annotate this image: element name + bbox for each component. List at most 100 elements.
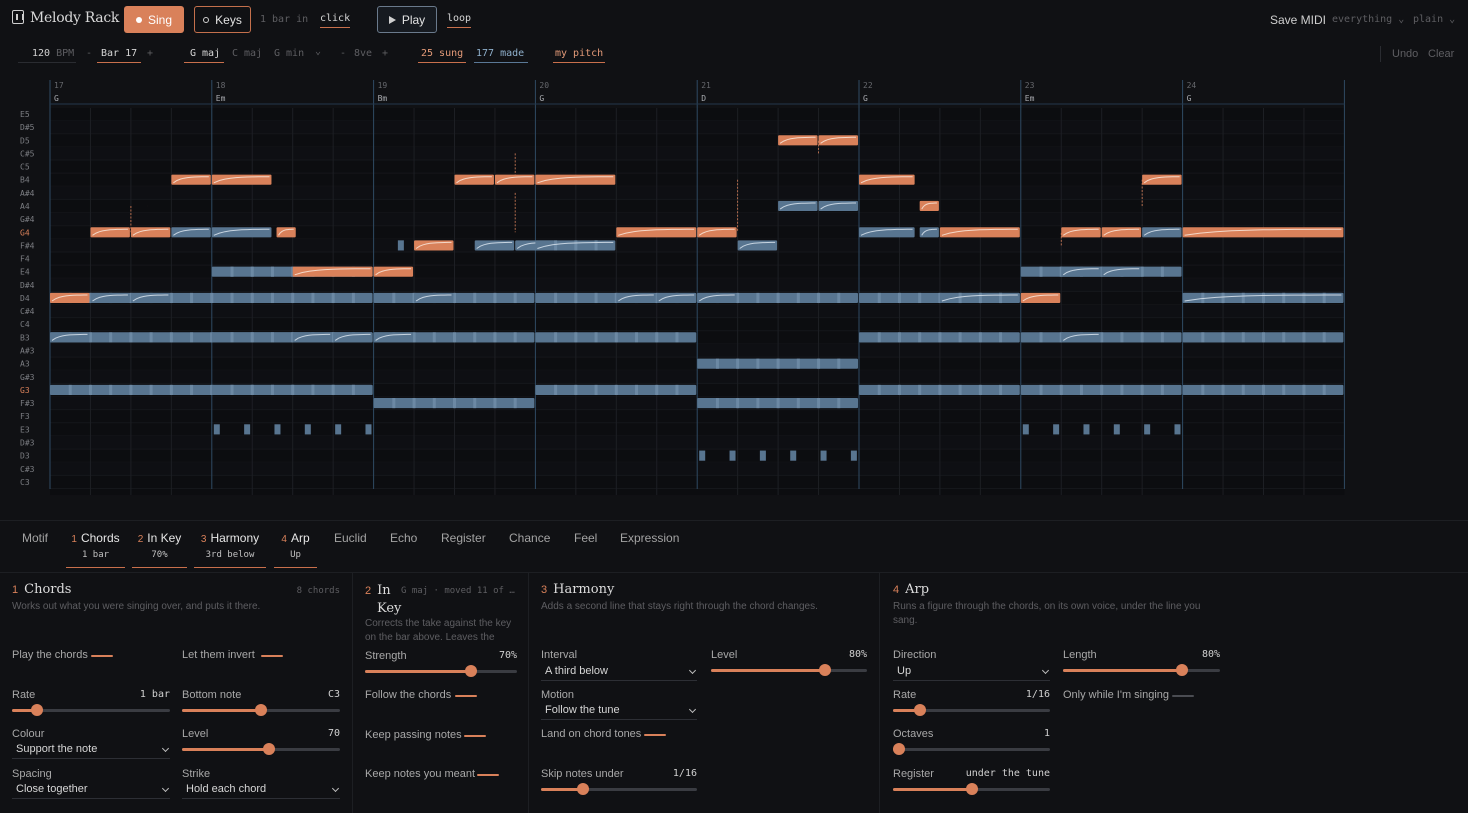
made-count[interactable]: 177 made [474,48,529,63]
tab-chords[interactable]: 1 Chords 1 bar [66,531,125,568]
made-note[interactable] [697,292,737,304]
tab-euclid[interactable]: Euclid [334,531,367,545]
sung-note[interactable] [276,227,296,238]
sung-note[interactable] [1061,227,1101,238]
slider-thumb[interactable] [262,743,275,755]
sung-note[interactable] [919,200,939,212]
tab-arp[interactable]: 4 Arp Up [274,531,317,568]
made-note[interactable] [50,332,90,343]
piano-roll[interactable]: E5 D#5 D5 C#5 C5 B4 A#4 A4 G#4 G4 F#4 F4 E4 D#4 D4 C#4 C… [0,76,1468,496]
made-note[interactable] [656,292,697,304]
arp-note[interactable] [244,424,251,435]
made-note[interactable] [818,200,858,212]
tab-chance[interactable]: Chance [509,531,550,545]
made-note[interactable] [1061,332,1101,343]
undo-button[interactable]: Undo [1392,48,1419,60]
play-button[interactable]: Play [377,6,437,33]
sung-note[interactable] [90,227,130,238]
arp-note[interactable] [1022,424,1029,435]
slider-thumb[interactable] [577,783,590,795]
skip-notes-slider[interactable] [541,783,697,795]
bar-chord-label[interactable]: D [701,94,706,103]
direction-select[interactable]: Up [893,665,1050,681]
made-note[interactable] [90,292,130,304]
octave-minus-button[interactable]: - [340,48,347,59]
arp-note[interactable] [850,450,857,461]
bar-chord-label[interactable]: Em [216,94,226,103]
tab-expression[interactable]: Expression [620,531,679,545]
sung-note[interactable] [697,227,737,238]
slider-thumb[interactable] [893,743,906,755]
bar-chord-label[interactable]: G [54,94,59,103]
sung-note[interactable] [778,135,818,146]
made-note[interactable] [333,332,373,343]
sung-count[interactable]: 25 sung [418,48,467,63]
play-chords-toggle[interactable] [91,655,113,657]
made-note[interactable] [373,332,414,343]
arp-note[interactable] [1113,424,1120,435]
piano-roll-canvas[interactable]: E5 D#5 D5 C#5 C5 B4 A#4 A4 G#4 G4 F#4 F4 E4 D#4 D4 C#4 C… [0,76,1468,496]
arp-note[interactable] [304,424,311,435]
tab-feel[interactable]: Feel [574,531,597,545]
bar-chord-label[interactable]: G [539,94,544,103]
arp-note[interactable] [1144,424,1151,435]
made-note[interactable] [859,227,915,238]
made-note[interactable] [1142,227,1182,238]
follow-chords-toggle[interactable] [455,695,477,697]
made-note[interactable] [1101,266,1142,277]
made-note[interactable] [919,227,939,238]
colour-select[interactable]: Support the note [12,743,170,759]
sung-note[interactable] [1142,174,1182,185]
clear-button[interactable]: Clear [1428,48,1455,60]
bar-plus-button[interactable]: + [147,48,154,59]
arp-note[interactable] [335,424,342,435]
keep-passing-toggle[interactable] [464,735,486,737]
only-singing-toggle[interactable] [1172,695,1194,697]
rate-slider[interactable] [12,704,170,716]
slider-thumb[interactable] [1176,664,1189,676]
click-toggle[interactable]: click [320,13,351,28]
harmony-level-slider[interactable] [711,664,867,676]
made-note[interactable] [778,200,818,212]
arp-note[interactable] [1083,424,1090,435]
key-g-minor[interactable]: G min [274,48,305,59]
register-slider[interactable] [893,783,1050,795]
export-scope-select[interactable]: everything ⌄ [1332,14,1404,25]
sung-note[interactable] [414,240,454,251]
bar-chord-label[interactable]: G [863,94,868,103]
slider-thumb[interactable] [965,783,978,795]
made-note[interactable] [397,240,404,251]
arp-note[interactable] [213,424,220,435]
tab-register[interactable]: Register [441,531,486,545]
slider-thumb[interactable] [255,704,267,716]
sung-note[interactable] [171,174,211,185]
bottom-note-slider[interactable] [182,704,340,716]
key-c-major[interactable]: C maj [232,48,263,59]
sung-note[interactable] [494,174,535,185]
sung-note[interactable] [50,292,90,304]
save-midi-button[interactable]: Save MIDI [1270,13,1327,27]
arp-note[interactable] [820,450,827,461]
made-note[interactable] [474,240,515,251]
made-note[interactable] [414,292,454,304]
made-note[interactable] [130,292,171,304]
tempo-field[interactable]: 120 BPM [18,48,77,63]
level-slider[interactable] [182,743,340,755]
loop-toggle[interactable]: loop [447,13,472,28]
sung-note[interactable] [1101,227,1142,238]
tab-motif[interactable]: Motif [22,531,48,545]
octaves-slider[interactable] [893,743,1050,755]
slider-thumb[interactable] [31,704,44,716]
arp-note[interactable] [729,450,736,461]
arp-rate-slider[interactable] [893,704,1050,716]
key-chevron-down-icon[interactable]: ⌄ [315,46,322,57]
tab-in-key[interactable]: 2 In Key 70% [132,531,187,568]
let-invert-toggle[interactable] [261,655,283,657]
slider-thumb[interactable] [465,665,478,677]
made-note[interactable] [171,227,211,238]
arp-note[interactable] [274,424,281,435]
slider-thumb[interactable] [818,664,831,676]
bar-minus-button[interactable]: - [86,48,93,59]
sung-note[interactable] [1020,292,1061,304]
tab-harmony[interactable]: 3 Harmony 3rd below [194,531,266,568]
